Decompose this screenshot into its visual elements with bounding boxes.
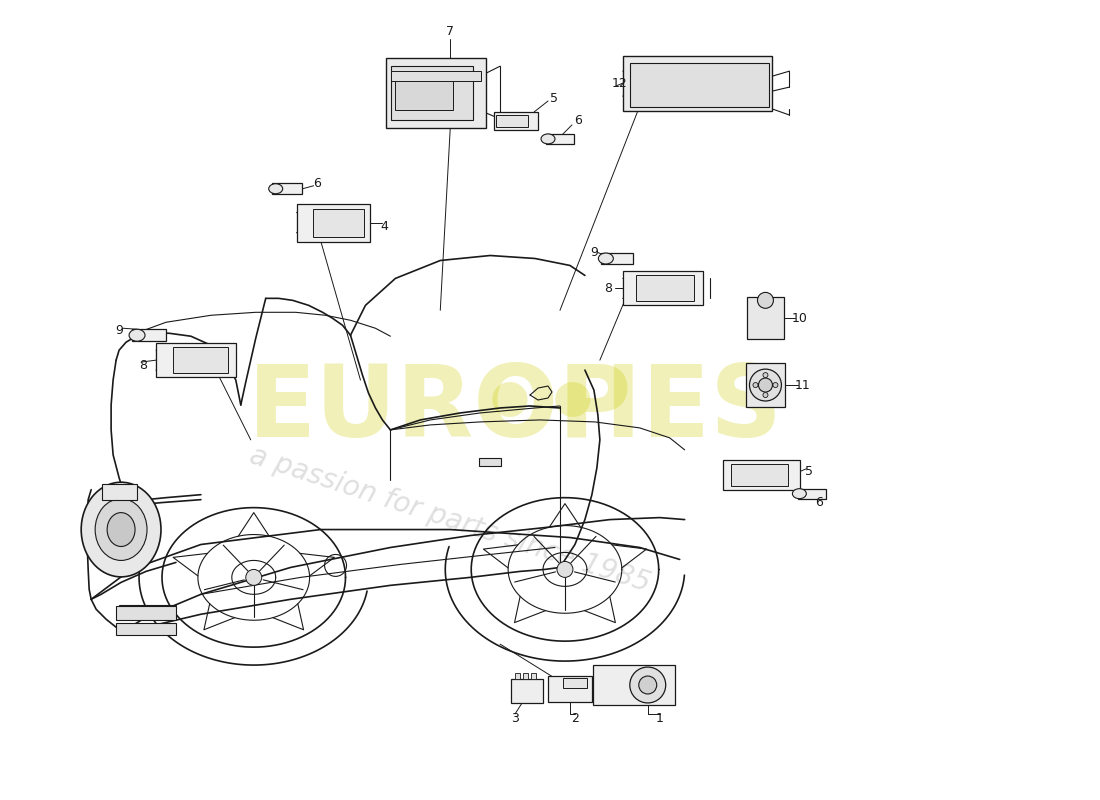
Ellipse shape (129, 330, 145, 342)
Bar (799, 489, 826, 498)
Circle shape (758, 292, 773, 308)
Ellipse shape (598, 253, 614, 264)
Text: 11: 11 (794, 378, 811, 391)
Circle shape (749, 369, 781, 401)
Bar (630, 63, 769, 107)
Bar (530, 673, 536, 679)
Bar (746, 363, 785, 407)
Ellipse shape (81, 482, 161, 577)
Text: a passion for parts since 1985: a passion for parts since 1985 (246, 442, 654, 598)
Text: 9: 9 (590, 246, 597, 259)
Circle shape (557, 562, 573, 578)
Text: 10: 10 (791, 312, 807, 325)
Text: ••IES: ••IES (477, 362, 782, 458)
Bar (117, 623, 176, 635)
Text: 7: 7 (447, 25, 454, 38)
Bar (395, 72, 453, 110)
Bar (132, 330, 166, 342)
Bar (392, 66, 473, 120)
Bar (272, 183, 301, 194)
Text: 6: 6 (312, 178, 320, 190)
Bar (494, 112, 538, 130)
Circle shape (773, 382, 778, 387)
Bar (593, 665, 674, 705)
Bar (730, 464, 789, 486)
Bar (496, 115, 528, 127)
Bar (386, 58, 486, 128)
Bar (392, 71, 481, 81)
Ellipse shape (268, 184, 283, 194)
Bar (480, 458, 502, 466)
Text: 8: 8 (604, 282, 612, 295)
Bar (101, 484, 136, 500)
Circle shape (763, 393, 768, 398)
Bar (623, 56, 772, 110)
Ellipse shape (541, 134, 556, 144)
Text: 4: 4 (381, 220, 388, 233)
Text: 2: 2 (571, 712, 579, 726)
Circle shape (763, 373, 768, 378)
Bar (548, 676, 592, 702)
Bar (312, 209, 364, 237)
Circle shape (759, 378, 772, 392)
Bar (563, 678, 587, 688)
Circle shape (630, 667, 666, 703)
Circle shape (754, 382, 758, 387)
Text: 3: 3 (512, 712, 519, 726)
Bar (636, 275, 694, 302)
Bar (297, 204, 371, 242)
Bar (174, 347, 229, 373)
Bar (747, 298, 784, 339)
Ellipse shape (792, 489, 806, 498)
Bar (522, 673, 528, 679)
Text: 6: 6 (815, 496, 823, 509)
Bar (156, 343, 235, 377)
Ellipse shape (96, 498, 147, 561)
Bar (515, 673, 519, 679)
Bar (623, 271, 703, 306)
Text: 8: 8 (139, 358, 147, 372)
Text: 5: 5 (550, 91, 558, 105)
Circle shape (245, 570, 262, 586)
Bar (601, 253, 632, 264)
Circle shape (639, 676, 657, 694)
Bar (117, 606, 176, 620)
Ellipse shape (107, 513, 135, 546)
Bar (512, 679, 543, 703)
Bar (723, 460, 801, 490)
Text: 1: 1 (656, 712, 663, 726)
Text: 6: 6 (574, 114, 582, 127)
Text: 5: 5 (805, 466, 813, 478)
Text: 12: 12 (612, 77, 628, 90)
Text: 9: 9 (116, 324, 123, 337)
Text: EUROP: EUROP (248, 362, 632, 458)
Bar (546, 134, 574, 144)
